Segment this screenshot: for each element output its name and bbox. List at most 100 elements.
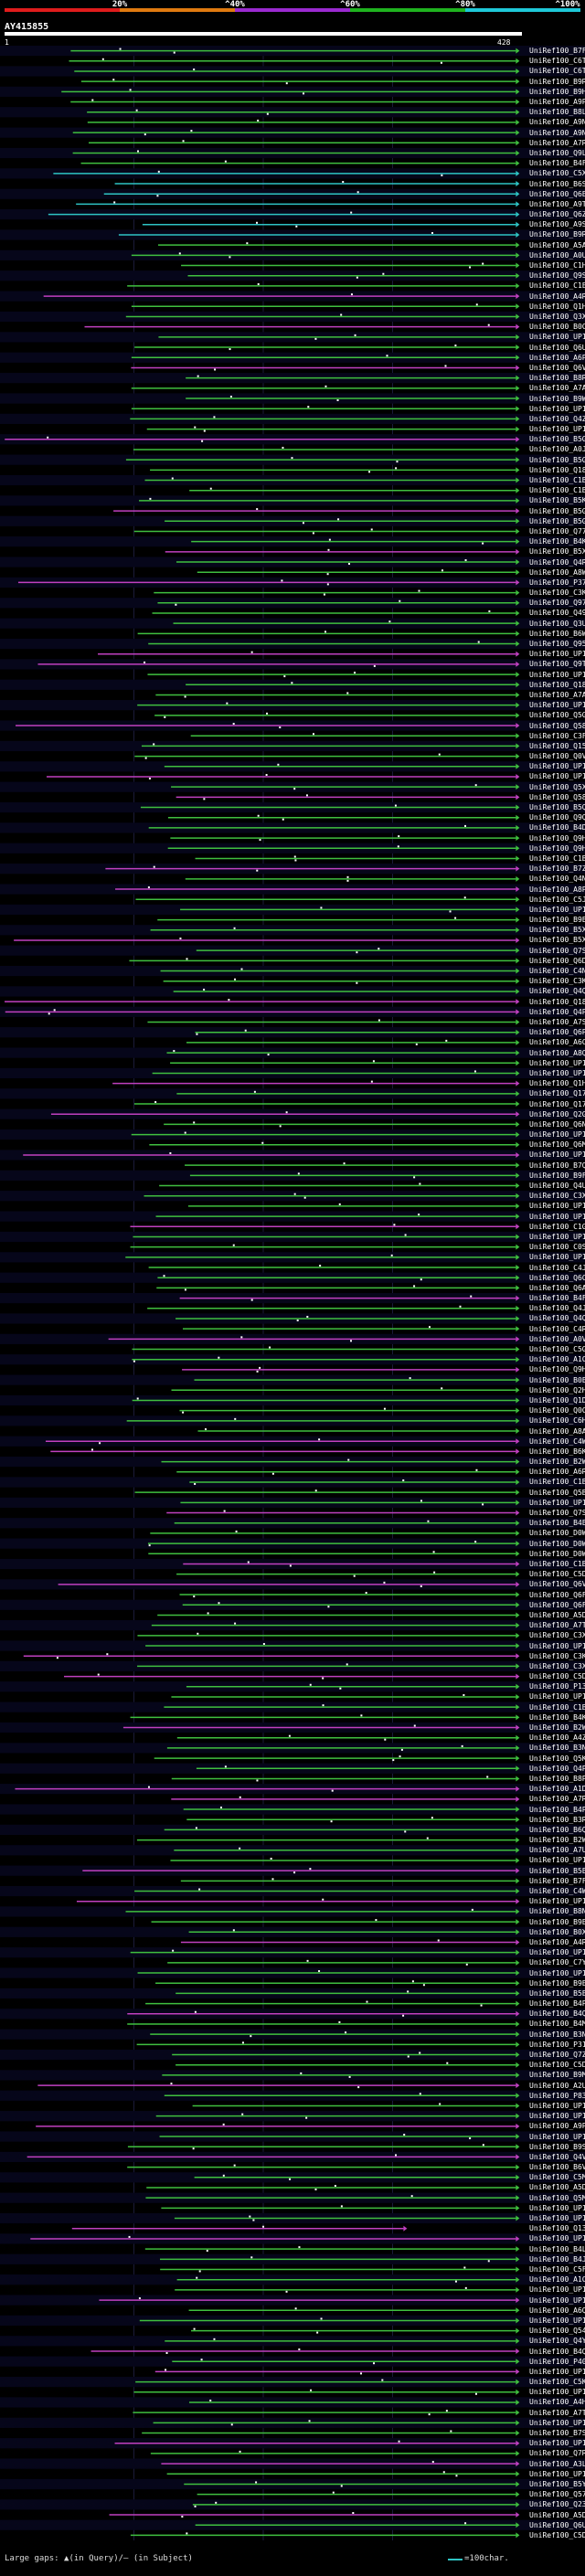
hit-label[interactable]: UniRef100_Q7Z460	[529, 2051, 585, 2060]
hit-label[interactable]: UniRef100_C3KJL2	[529, 977, 585, 986]
hit-label[interactable]: UniRef100_Q6ZUJ8	[529, 210, 585, 219]
hit-label[interactable]: UniRef100_Q4UDC6	[529, 1182, 585, 1191]
hit-label[interactable]: UniRef100_Q6NWM5	[529, 1119, 585, 1129]
hit-label[interactable]: UniRef100_C3F8V7	[529, 731, 585, 740]
hit-label[interactable]: UniRef100_Q6U031	[529, 2520, 585, 2529]
hit-label[interactable]: UniRef100_B7QZ29	[529, 1161, 585, 1170]
hit-label[interactable]: UniRef100_B9R6D9	[529, 230, 585, 239]
hit-label[interactable]: UniRef100_B9SG27	[529, 2142, 585, 2151]
hit-label[interactable]: UniRef100_Q4Y049	[529, 2337, 585, 2346]
hit-label[interactable]: UniRef100_UP1000...	[529, 1498, 585, 1507]
hit-label[interactable]: UniRef100_Q4R5Y3	[529, 557, 585, 567]
hit-label[interactable]: UniRef100_B4QNM3	[529, 2009, 585, 2019]
hit-label[interactable]: UniRef100_Q4Q5E4	[529, 1314, 585, 1323]
hit-label[interactable]: UniRef100_Q1HR16	[529, 1079, 585, 1088]
hit-label[interactable]: UniRef100_B9EQ31	[529, 1978, 585, 1988]
hit-label[interactable]: UniRef100_UP1000...	[529, 2203, 585, 2212]
hit-label[interactable]: UniRef100_A7TEJ7	[529, 2408, 585, 2417]
hit-label[interactable]: UniRef100_Q6FP87	[529, 1590, 585, 1599]
hit-label[interactable]: UniRef100_B5XGF6	[529, 926, 585, 935]
hit-label[interactable]: UniRef100_UP1000...	[529, 2316, 585, 2325]
hit-label[interactable]: UniRef100_UP1000...	[529, 1641, 585, 1650]
hit-label[interactable]: UniRef100_A7R397	[529, 138, 585, 147]
hit-label[interactable]: UniRef100_A8WVZ5	[529, 567, 585, 577]
hit-label[interactable]: UniRef100_Q18680-3	[529, 465, 585, 474]
hit-label[interactable]: UniRef100_A2UE80	[529, 2081, 585, 2090]
hit-label[interactable]: UniRef100_Q7S0Z8	[529, 1509, 585, 1518]
hit-label[interactable]: UniRef100_A4RVW1	[529, 292, 585, 301]
hit-label[interactable]: UniRef100_Q2HE05	[529, 1385, 585, 1394]
hit-label[interactable]: UniRef100_B3NQH1	[529, 2030, 585, 2039]
hit-label[interactable]: UniRef100_C5GHC7	[529, 1345, 585, 1354]
hit-label[interactable]: UniRef100_Q6E0F5	[529, 189, 585, 198]
hit-label[interactable]: UniRef100_B7S1E7	[529, 2429, 585, 2438]
hit-label[interactable]: UniRef100_B5G448	[529, 506, 585, 515]
hit-label[interactable]: UniRef100_B7FT69	[529, 1876, 585, 1885]
hit-label[interactable]: UniRef100_C5MXY0	[529, 2173, 585, 2182]
hit-label[interactable]: UniRef100_B4FEY8	[529, 1294, 585, 1303]
hit-label[interactable]: UniRef100_UP1000...	[529, 650, 585, 659]
hit-label[interactable]: UniRef100_C4J2Q2	[529, 1263, 585, 1272]
hit-label[interactable]: UniRef100_A9NW95	[529, 128, 585, 137]
hit-label[interactable]: UniRef100_C3XG39	[529, 1631, 585, 1640]
hit-label[interactable]: UniRef100_Q58BB9	[529, 792, 585, 801]
hit-label[interactable]: UniRef100_C1BTV0	[529, 1559, 585, 1568]
hit-label[interactable]: UniRef100_B5G447	[529, 516, 585, 525]
hit-label[interactable]: UniRef100_UP1000...	[529, 701, 585, 710]
hit-label[interactable]: UniRef100_A6QEU1	[529, 2306, 585, 2315]
hit-label[interactable]: UniRef100_Q5G1T6	[529, 711, 585, 720]
hit-label[interactable]: UniRef100_Q18680-2	[529, 997, 585, 1006]
hit-label[interactable]: UniRef100_C4R582	[529, 1324, 585, 1333]
hit-label[interactable]: UniRef100_Q4NG32	[529, 875, 585, 884]
hit-label[interactable]: UniRef100_UP1000...	[529, 2132, 585, 2141]
hit-label[interactable]: UniRef100_UP1000...	[529, 1232, 585, 1241]
hit-label[interactable]: UniRef100_UP1000...	[529, 1948, 585, 1957]
hit-label[interactable]: UniRef100_UP1000...	[529, 1968, 585, 1977]
hit-label[interactable]: UniRef100_A7AW71	[529, 690, 585, 699]
hit-label[interactable]: UniRef100_UP1000...	[529, 2388, 585, 2397]
hit-label[interactable]: UniRef100_B0XFF3	[529, 1927, 585, 1936]
hit-label[interactable]: UniRef100_D0W7N2	[529, 1529, 585, 1538]
hit-label[interactable]: UniRef100_Q6UUM7	[529, 343, 585, 352]
hit-label[interactable]: UniRef100_C1E717	[529, 281, 585, 291]
hit-label[interactable]: UniRef100_A1CW92	[529, 1355, 585, 1364]
hit-label[interactable]: UniRef100_A7AK71	[529, 384, 585, 393]
hit-label[interactable]: UniRef100_A7ULH9	[529, 1846, 585, 1855]
hit-label[interactable]: UniRef100_Q6VM43	[529, 363, 585, 372]
hit-label[interactable]: UniRef100_C6HAJ5	[529, 1416, 585, 1426]
hit-label[interactable]: UniRef100_A9PEN9	[529, 98, 585, 107]
hit-label[interactable]: UniRef100_C4WAU6	[529, 1436, 585, 1446]
hit-label[interactable]: UniRef100_C1B186	[529, 476, 585, 484]
hit-label[interactable]: UniRef100_C0S1U9	[529, 1243, 585, 1252]
hit-label[interactable]: UniRef100_C4WV07	[529, 1887, 585, 1896]
hit-label[interactable]: UniRef100_UP1000...	[529, 333, 585, 342]
hit-label[interactable]: UniRef100_Q77XJ1	[529, 526, 585, 535]
hit-label[interactable]: UniRef100_A8Q2M8	[529, 1048, 585, 1057]
hit-label[interactable]: UniRef100_Q4ZYW9	[529, 414, 585, 423]
hit-label[interactable]: UniRef100_Q54PV8	[529, 2327, 585, 2336]
hit-label[interactable]: UniRef100_B5G449	[529, 455, 585, 464]
hit-label[interactable]: UniRef100_UP1000...	[529, 1058, 585, 1067]
hit-label[interactable]: UniRef100_A4RR90	[529, 1937, 585, 1946]
hit-label[interactable]: UniRef100_A7S6Y2	[529, 1018, 585, 1026]
hit-label[interactable]: UniRef100_B5X764	[529, 547, 585, 557]
hit-label[interactable]: UniRef100_C6T734	[529, 57, 585, 66]
hit-label[interactable]: UniRef100_Q18680	[529, 680, 585, 689]
hit-label[interactable]: UniRef100_C1HYT5	[529, 261, 585, 270]
hit-label[interactable]: UniRef100_Q9TU9X	[529, 660, 585, 669]
hit-label[interactable]: UniRef100_UP1000...	[529, 2295, 585, 2305]
hit-label[interactable]: UniRef100_Q6DNQ0	[529, 956, 585, 965]
hit-label[interactable]: UniRef100_A8PE11	[529, 885, 585, 894]
hit-label[interactable]: UniRef100_C1BKK0	[529, 1702, 585, 1712]
hit-label[interactable]: UniRef100_Q234E2	[529, 2500, 585, 2509]
hit-label[interactable]: UniRef100_C5KG67	[529, 2378, 585, 2387]
hit-label[interactable]: UniRef100_A7TQ60	[529, 1621, 585, 1630]
hit-label[interactable]: UniRef100_C4N4U1	[529, 967, 585, 976]
hit-label[interactable]: UniRef100_Q2GMD8	[529, 1109, 585, 1118]
hit-label[interactable]: UniRef100_B8N331	[529, 1907, 585, 1916]
hit-label[interactable]: UniRef100_B8RF53	[529, 374, 585, 383]
hit-label[interactable]: UniRef100_Q97977	[529, 599, 585, 608]
hit-label[interactable]: UniRef100_UP1000...	[529, 2214, 585, 2223]
hit-label[interactable]: UniRef100_B6VM09	[529, 2163, 585, 2172]
hit-label[interactable]: UniRef100_B0C8F7	[529, 323, 585, 332]
